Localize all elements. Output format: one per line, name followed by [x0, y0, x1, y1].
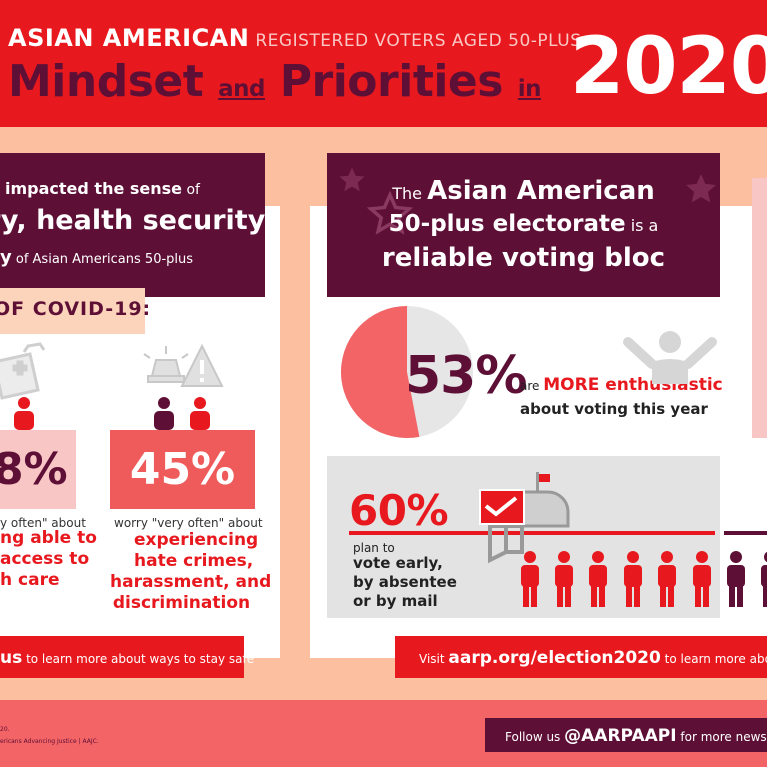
right-header-asian-american: Asian American	[427, 176, 655, 206]
person-icon	[693, 551, 711, 607]
stay-safe-cta-text: to learn more about ways to stay safe	[26, 652, 255, 666]
people-row	[521, 551, 767, 607]
stat2-line1: worry "very often" about	[114, 516, 263, 530]
stat2-line2: experiencing	[134, 530, 259, 550]
election-cta-visit: Visit	[419, 652, 445, 666]
election-cta-rest: to learn more about	[664, 652, 767, 666]
left-header-line1: impacted the sense of	[5, 179, 200, 198]
right-header-line2: 50-plus electorate is a	[327, 211, 720, 237]
first-aid-kit-icon	[0, 342, 46, 400]
follow-us-rest: for more news and videos	[680, 730, 767, 744]
header-word-priorities: Priorities	[279, 56, 504, 107]
person-icon	[14, 397, 34, 430]
person-cheering-icon	[623, 331, 717, 384]
stat1-line2: ng able to	[0, 528, 97, 548]
header-year: 2020	[570, 22, 767, 112]
enthusiastic-line2: about voting this year	[520, 400, 708, 418]
vote-early-line3: or by mail	[353, 592, 438, 610]
star-icon	[367, 191, 413, 235]
source-line1: 20.	[0, 726, 10, 733]
header-word-in: in	[517, 76, 542, 102]
enthusiastic-are: are	[520, 379, 540, 393]
header-banner: ASIAN AMERICAN REGISTERED VOTERS AGED 50-…	[0, 0, 767, 127]
right-header-is-a: is a	[630, 216, 659, 235]
election-cta-link[interactable]: aarp.org/election2020	[448, 648, 661, 668]
warning-alarm-icon	[143, 343, 224, 387]
enthusiasm-pie-chart	[340, 306, 473, 438]
stat-hate-crimes-pct: 45%	[129, 444, 236, 495]
source-line2: ericans Advancing Justice | AAJC.	[0, 738, 99, 745]
header-registered-voters: REGISTERED VOTERS AGED 50-PLUS:	[255, 31, 588, 51]
vote-early-line1: vote early,	[353, 554, 443, 572]
pie-slice-enthusiastic	[340, 306, 420, 438]
right-header-line3: reliable voting bloc	[381, 243, 666, 273]
person-icon	[727, 551, 745, 607]
person-icon	[154, 397, 210, 430]
star-icon	[686, 174, 716, 203]
stat-health-care-pct: 48%	[0, 444, 68, 495]
person-icon	[521, 551, 539, 607]
left-header-line2: ty, health security	[0, 205, 266, 236]
vote-early-plan-to: plan to	[353, 541, 395, 555]
stat-hate-crimes-box: 45%	[110, 430, 255, 509]
stay-safe-cta[interactable]: us to learn more about ways to stay safe	[0, 636, 254, 678]
follow-us-label: Follow us	[505, 730, 561, 744]
header-word-and: and	[218, 76, 265, 102]
left-header-line3-rest: of Asian Americans 50-plus	[15, 252, 194, 267]
right-header-electorate: 50-plus electorate	[388, 211, 626, 237]
stat1-line3: access to	[0, 549, 90, 569]
left-header-line1-bold: impacted the sense	[5, 179, 183, 198]
stat2-line3: hate crimes,	[134, 551, 254, 571]
person-icon	[624, 551, 642, 607]
source-note: 20. ericans Advancing Justice | AAJC.	[0, 724, 99, 748]
vote-early-pct: 60%	[349, 486, 449, 535]
follow-us-handle[interactable]: @AARPAAPI	[564, 726, 677, 746]
person-icon	[761, 551, 767, 607]
left-header-line3-bold: y	[0, 247, 12, 268]
header-title: Mindset and Priorities in	[8, 56, 542, 107]
mailbox-icon	[479, 472, 570, 564]
covid-label: OF COVID-19:	[0, 288, 150, 334]
enthusiastic-pct: 53%	[405, 346, 527, 406]
stat-health-care-box: 48%	[0, 430, 76, 509]
vote-early-divider	[349, 531, 715, 535]
right-panel-header: The Asian American 50-plus electorate is…	[327, 153, 720, 297]
person-icon	[555, 551, 573, 607]
next-panel-edge	[752, 178, 767, 438]
right-header-the: The	[392, 184, 422, 203]
stat2-line5: discrimination	[112, 593, 251, 613]
left-header-line1-rest: of	[186, 182, 200, 198]
stat1-line1: y often" about	[0, 516, 86, 530]
stat2-line4: harassment, and	[110, 572, 272, 592]
election-cta[interactable]: Visit aarp.org/election2020 to learn mor…	[395, 636, 767, 678]
header-asian-american: ASIAN AMERICAN	[8, 24, 250, 52]
left-header-line3: y of Asian Americans 50-plus	[0, 247, 193, 268]
person-icon	[589, 551, 607, 607]
header-subtitle: ASIAN AMERICAN REGISTERED VOTERS AGED 50-…	[8, 24, 588, 52]
follow-us-bar[interactable]: Follow us @AARPAAPI for more news and vi…	[485, 718, 767, 752]
star-icon	[339, 167, 365, 192]
right-header-line1: The Asian American	[327, 176, 720, 206]
next-panel-divider	[724, 531, 767, 535]
left-panel-header: impacted the sense of ty, health securit…	[0, 153, 265, 297]
person-icon	[658, 551, 676, 607]
header-word-mindset: Mindset	[8, 56, 204, 107]
stat1-line4: h care	[0, 570, 60, 590]
stay-safe-cta-bold: us	[0, 648, 23, 668]
vote-early-line2: by absentee	[353, 573, 457, 591]
